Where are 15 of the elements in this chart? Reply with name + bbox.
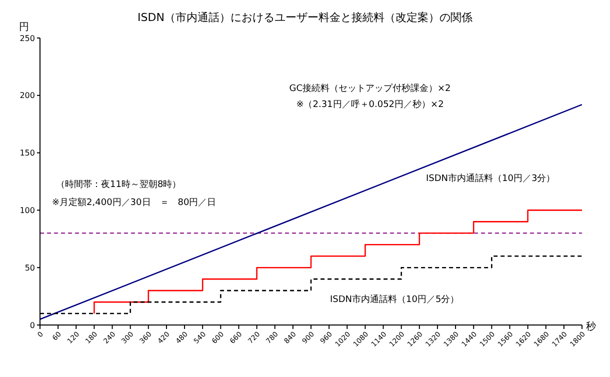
annotation: GC接続料（セットアップ付秒課金）×2 — [289, 84, 451, 95]
annotation: ISDN市内通話料（10円／3分） — [426, 174, 556, 185]
y-tick-label: 200 — [20, 91, 35, 100]
annotation: ※月定額2,400円／30日 ＝ 80円／日 — [52, 198, 216, 209]
y-axis-title: 円 — [19, 22, 29, 33]
y-tick-label: 250 — [20, 34, 35, 43]
y-tick-label: 150 — [20, 148, 35, 158]
y-tick-label: 0 — [30, 320, 35, 330]
y-tick-label: 50 — [24, 263, 35, 272]
annotation: ISDN市内通話料（10円／5分） — [330, 295, 460, 306]
annotation: （時間帯：夜11時～翌朝8時） — [56, 180, 182, 191]
annotation: ※（2.31円／呼＋0.052円／秒）×2 — [296, 100, 444, 111]
chart-title: ISDN（市内通話）におけるユーザー料金と接続料（改定案）の関係 — [138, 11, 472, 24]
x-axis-title: 秒 — [586, 320, 596, 333]
y-tick-label: 100 — [20, 206, 35, 216]
